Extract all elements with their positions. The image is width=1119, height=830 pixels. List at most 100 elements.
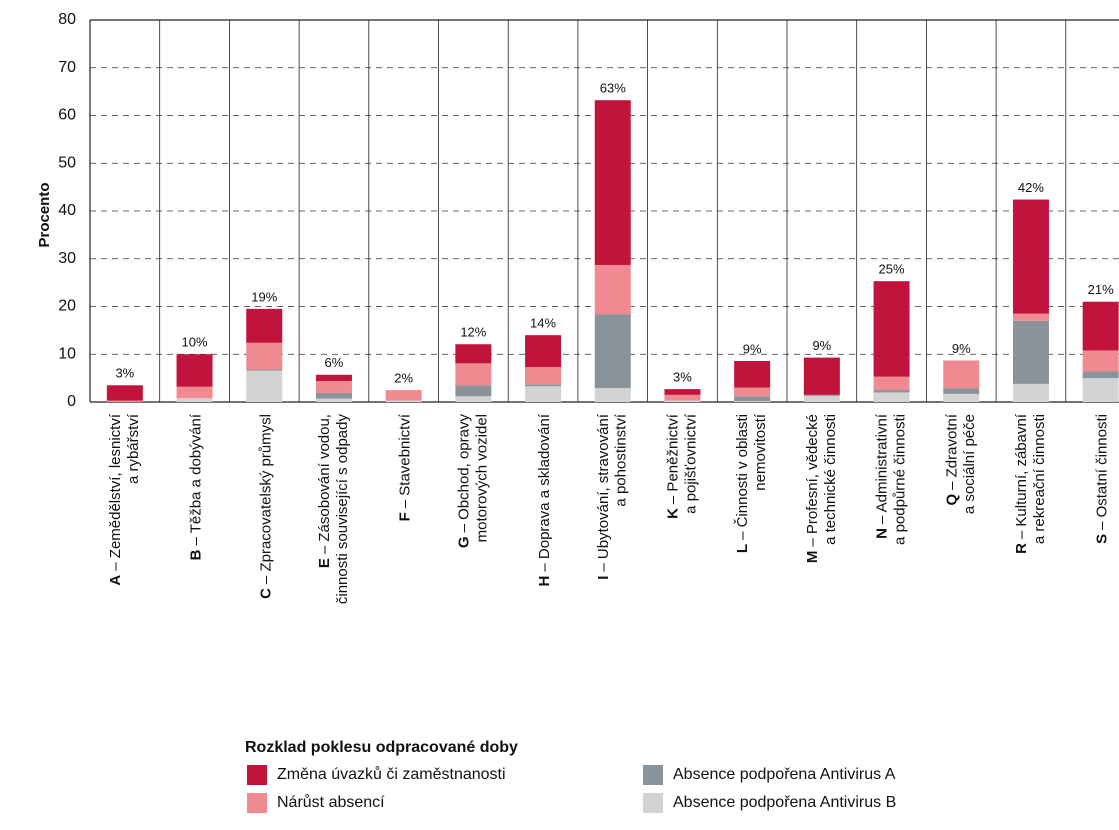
- bar-segment: [594, 264, 631, 315]
- category-name: – Těžba a dobývání: [188, 413, 205, 545]
- category-name: – Kulturní, zábavní: [1013, 413, 1030, 539]
- category-name: – Ubytování, stravování: [595, 413, 612, 571]
- x-tick-label: Q – Zdravotní: [943, 413, 960, 505]
- bar-segment: [1012, 199, 1049, 314]
- x-tick-label: a rybářství: [125, 413, 142, 484]
- bar-segment: [1082, 301, 1119, 351]
- y-tick-label: 0: [67, 393, 76, 410]
- x-tick-label: S – Ostatní činnosti: [1094, 414, 1111, 544]
- category-name: – Doprava a skladování: [536, 413, 553, 571]
- bar-segment: [873, 281, 910, 377]
- category-code: M: [804, 551, 821, 564]
- category-code: Q: [943, 494, 960, 506]
- bar-segment: [873, 376, 910, 391]
- bar-segment: [1012, 313, 1049, 321]
- bar-segment: [525, 335, 562, 368]
- bar-segment: [455, 396, 492, 402]
- total-label: 3%: [115, 366, 134, 381]
- category-code: K: [664, 508, 681, 519]
- x-tick-label: N – Administrativní: [874, 413, 891, 539]
- category-code: A: [107, 575, 124, 586]
- bar-segment: [734, 387, 771, 397]
- bar-segment: [943, 360, 980, 389]
- category-code: G: [455, 536, 472, 548]
- category-name: – Zdravotní: [943, 413, 960, 490]
- bar-segment: [1082, 378, 1119, 402]
- bar-segment: [525, 386, 562, 402]
- category-name: – Peněžnictví: [664, 413, 681, 504]
- legend-label: Nárůst absencí: [277, 793, 385, 811]
- category-name: – Zpracovatelský průmysl: [257, 414, 274, 584]
- x-tick-label: A – Zemědělství, lesnictví: [107, 413, 124, 585]
- bar-segment: [315, 392, 352, 399]
- x-tick-label: a sociální péče: [961, 414, 978, 514]
- bar-segment: [246, 370, 283, 402]
- total-label: 42%: [1018, 180, 1044, 195]
- y-tick-label: 80: [58, 11, 76, 28]
- x-tick-label: G – Obchod, opravy: [455, 414, 472, 549]
- total-label: 19%: [251, 289, 277, 304]
- bar-segment: [246, 369, 283, 371]
- total-label: 3%: [673, 370, 692, 385]
- category-code: B: [188, 549, 205, 560]
- x-tick-label: a pohostinství: [613, 413, 630, 506]
- total-label: 10%: [182, 335, 208, 350]
- bar-segment: [594, 388, 631, 402]
- bar-segment: [803, 395, 840, 402]
- x-tick-label: M – Profesní, vědecké: [804, 414, 821, 563]
- total-label: 9%: [743, 341, 762, 356]
- legend-swatch: [643, 765, 663, 785]
- legend-label: Absence podpořena Antivirus B: [673, 794, 896, 811]
- bar-segment: [1012, 320, 1049, 384]
- x-tick-label: B – Těžba a dobývání: [188, 413, 205, 560]
- x-tick-label: nemovitostí: [752, 413, 769, 491]
- category-code: L: [734, 544, 751, 553]
- x-tick-label: a podpůrné činnosti: [892, 414, 909, 545]
- bar-segment: [176, 386, 213, 399]
- category-code: H: [536, 576, 553, 587]
- bar-segment: [106, 400, 143, 402]
- y-tick-label: 10: [58, 345, 76, 362]
- legend-swatch: [247, 765, 267, 785]
- x-tick-label: R – Kulturní, zábavní: [1013, 413, 1030, 554]
- bar-segment: [734, 360, 771, 388]
- y-axis-label: Procento: [36, 182, 53, 247]
- category-code: N: [874, 528, 891, 539]
- category-code: R: [1013, 543, 1030, 554]
- category-code: F: [397, 512, 414, 521]
- bar-segment: [943, 388, 980, 394]
- x-tick-label: motorových vozidel: [473, 414, 490, 542]
- x-tick-label: a technické činnosti: [822, 414, 839, 545]
- category-name: – Ostatní činnosti: [1094, 414, 1111, 530]
- total-label: 9%: [952, 341, 971, 356]
- bar-segment: [873, 392, 910, 402]
- bar-segment: [455, 344, 492, 364]
- bar-segment: [594, 100, 631, 265]
- category-name: – Zásobování vodou,: [316, 414, 333, 554]
- x-tick-label: L – Činnosti v oblasti: [734, 414, 751, 553]
- bar-segment: [525, 367, 562, 385]
- legend-swatch: [247, 793, 267, 813]
- bar-segment: [385, 400, 422, 402]
- bar-segment: [943, 393, 980, 402]
- bar-segment: [803, 357, 840, 395]
- x-tick-label: F – Stavebnictví: [397, 413, 414, 521]
- bar-segment: [246, 308, 283, 343]
- category-code: C: [257, 588, 274, 599]
- total-label: 6%: [325, 355, 344, 370]
- x-tick-label: I – Ubytování, stravování: [595, 413, 612, 580]
- legend-title: Rozklad poklesu odpracované doby: [245, 739, 518, 756]
- bar-segment: [315, 374, 352, 381]
- x-tick-label: C – Zpracovatelský průmysl: [257, 414, 274, 599]
- bar-segment: [455, 385, 492, 397]
- bar-segment: [664, 389, 701, 395]
- y-tick-label: 50: [58, 154, 76, 171]
- bar-segment: [803, 394, 840, 396]
- legend-label: Absence podpořena Antivirus A: [673, 766, 896, 783]
- bar-segment: [873, 390, 910, 393]
- bar-segment: [734, 401, 771, 402]
- x-tick-label: a pojišťovnictví: [682, 413, 699, 514]
- bar-segment: [664, 400, 701, 402]
- total-label: 25%: [879, 262, 905, 277]
